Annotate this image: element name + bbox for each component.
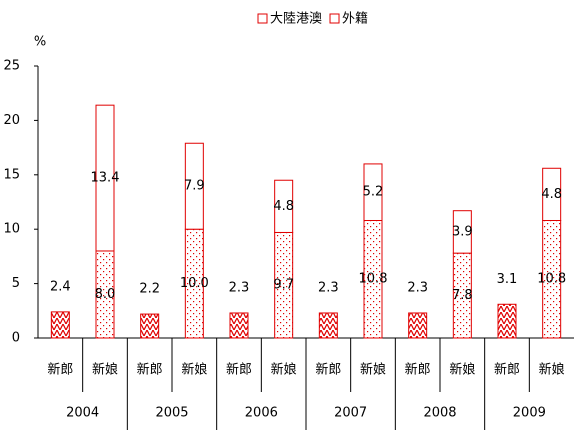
group-label: 2007	[334, 406, 367, 421]
data-label: 9.7	[273, 278, 294, 293]
x-tick-label: 新郎	[315, 362, 341, 378]
bar-segment	[408, 312, 428, 339]
x-tick-label: 新娘	[92, 362, 118, 378]
y-axis-label: %	[34, 35, 46, 50]
group-label: 2005	[155, 406, 188, 421]
data-label: 2.4	[50, 279, 71, 294]
x-tick-label: 新郎	[226, 362, 252, 378]
x-tick-label: 新郎	[405, 362, 431, 378]
data-label: 7.8	[452, 288, 473, 303]
x-tick-label: 新郎	[47, 362, 73, 378]
data-label: 5.2	[363, 185, 384, 200]
bar-segment	[542, 167, 562, 221]
data-label: 3.1	[497, 272, 518, 287]
y-tick-label: 10	[3, 222, 20, 237]
x-tick-label: 新娘	[271, 362, 297, 378]
bar-segment	[452, 210, 472, 254]
legend-swatch	[329, 13, 340, 24]
y-tick-label: 15	[3, 167, 20, 182]
group-label: 2006	[245, 406, 278, 421]
legend-label: 大陸港澳	[270, 11, 322, 27]
group-label: 2009	[513, 406, 546, 421]
bar-segment	[184, 142, 204, 230]
bar-segment	[229, 312, 249, 339]
data-label: 3.9	[452, 224, 473, 239]
legend-label: 外籍	[342, 11, 368, 27]
bar-segment	[95, 104, 115, 252]
group-label: 2008	[423, 406, 456, 421]
data-label: 2.3	[407, 280, 428, 295]
y-tick-label: 20	[3, 113, 20, 128]
data-label: 2.3	[318, 280, 339, 295]
x-tick-label: 新娘	[181, 362, 207, 378]
data-label: 7.9	[184, 179, 205, 194]
legend-swatch	[257, 13, 268, 24]
y-tick-label: 0	[12, 331, 20, 346]
data-label: 2.2	[139, 282, 160, 297]
x-tick-label: 新娘	[360, 362, 386, 378]
data-label: 4.8	[541, 187, 562, 202]
data-label: 4.8	[273, 199, 294, 214]
data-label: 13.4	[91, 171, 120, 186]
data-label: 10.8	[359, 272, 388, 287]
data-label: 10.8	[537, 272, 566, 287]
bar-segment	[497, 303, 517, 339]
bar-segment	[140, 313, 160, 339]
data-label: 2.3	[229, 280, 250, 295]
x-tick-label: 新郎	[137, 362, 163, 378]
bar-segment	[274, 179, 294, 233]
data-label: 8.0	[95, 287, 116, 302]
x-tick-label: 新娘	[449, 362, 475, 378]
y-tick-label: 25	[3, 59, 20, 74]
x-tick-label: 新郎	[494, 362, 520, 378]
x-tick-label: 新娘	[539, 362, 565, 378]
data-label: 10.0	[180, 276, 209, 291]
group-label: 2004	[66, 406, 99, 421]
bar-segment	[318, 312, 338, 339]
bar-segment	[50, 311, 70, 339]
y-tick-label: 5	[12, 276, 20, 291]
bar-segment	[363, 163, 383, 221]
